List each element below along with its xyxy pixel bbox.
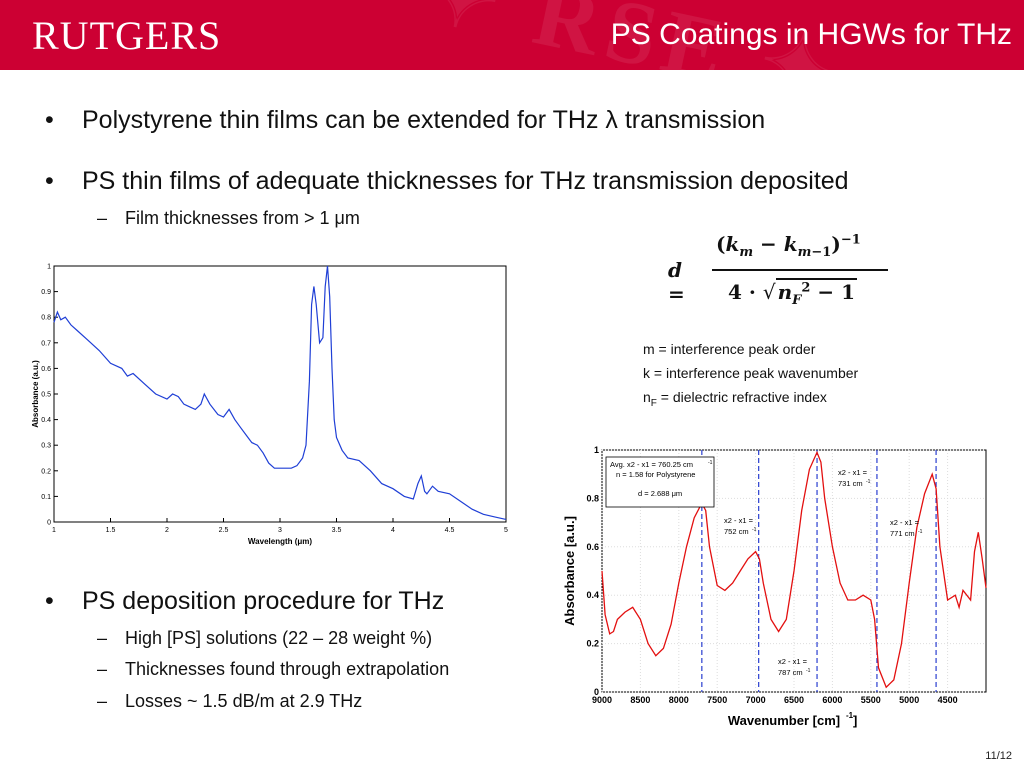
x-tick-label: 3 xyxy=(278,527,282,534)
peak-diff-exponent: -1 xyxy=(918,529,923,535)
formula-denominator: 4 · √ nF2 − 1 xyxy=(728,278,857,308)
peak-diff-label: x2 - x1 = xyxy=(778,657,808,666)
y-tick-label: 0.6 xyxy=(41,366,51,373)
annotation-n: n = 1.58 for Polystyrene xyxy=(616,470,695,479)
formula-numerator: (km − km−1)−1 xyxy=(716,232,861,260)
dash-glyph: – xyxy=(97,628,108,648)
x-tick-label: 7000 xyxy=(746,695,766,705)
absorbance-wavenumber-chart: 9000 8500 8000 7500 7000 6500 6000 5500 5000 4500… xyxy=(562,445,987,728)
x-axis-label: Wavelength (μm) xyxy=(248,537,312,546)
peak-diff-value: 787 cm xyxy=(778,668,803,677)
x-tick-label: 5 xyxy=(504,527,508,534)
bullet-1-text: Polystyrene thin films can be extended f… xyxy=(82,106,766,134)
x-tick-label: 8500 xyxy=(630,695,650,705)
bullet-2-text: PS thin films of adequate thicknesses fo… xyxy=(82,167,849,195)
definition-n-prefix: n xyxy=(643,389,651,405)
peak-diff-label: x2 - x1 = xyxy=(838,468,868,477)
y-tick-label: 1 xyxy=(47,264,51,271)
peak-diff-value: 771 cm xyxy=(890,529,915,538)
dash-glyph: – xyxy=(97,208,108,228)
x-tick-label: 6000 xyxy=(822,695,842,705)
x-tick-label: 4.5 xyxy=(445,527,455,534)
x-tick-label: 2.5 xyxy=(219,527,229,534)
bullet-2-sub-1-text: Film thicknesses from > 1 μm xyxy=(125,208,360,228)
annotation-box xyxy=(605,456,715,508)
y-axis-label: Absorbance [a.u.] xyxy=(562,516,577,626)
rutgers-logo: RUTGERS xyxy=(32,13,222,58)
annotation-avg: Avg. x2 - x1 = 760.25 cm xyxy=(610,460,693,469)
y-tick-label: 0.8 xyxy=(41,315,51,322)
formula-lhs: d = xyxy=(668,258,685,306)
x-tick-label: 1 xyxy=(52,527,56,534)
x-tick-label: 8000 xyxy=(669,695,689,705)
x-tick-label: 9000 xyxy=(592,695,612,705)
y-tick-label: 0.2 xyxy=(586,639,599,649)
y-tick-label: 0.8 xyxy=(586,493,599,503)
x-tick-label: 4500 xyxy=(938,695,958,705)
y-axis-label: Absorbance (a.u.) xyxy=(31,360,40,428)
x-tick-label: 6500 xyxy=(784,695,804,705)
y-tick-label: 0.2 xyxy=(41,468,51,475)
x-tick-label: 1.5 xyxy=(106,527,116,534)
y-tick-label: 0.4 xyxy=(41,417,51,424)
peak-diff-exponent: -1 xyxy=(752,527,757,533)
peak-diff-value: 752 cm xyxy=(724,527,749,536)
bullet-glyph: • xyxy=(45,167,54,195)
fraction-bar xyxy=(712,269,888,271)
y-tick-label: 0.9 xyxy=(41,289,51,296)
y-tick-label: 0.5 xyxy=(41,392,51,399)
y-tick-label: 0.6 xyxy=(586,542,599,552)
x-axis-label: Wavenumber [cm] xyxy=(728,713,840,728)
y-tick-label: 0.3 xyxy=(41,443,51,450)
absorbance-series-line xyxy=(53,265,507,520)
annotation-avg-exponent: -1 xyxy=(708,460,713,466)
x-axis-label-exponent: -1 xyxy=(846,711,854,720)
bullet-glyph: • xyxy=(45,587,54,615)
dash-glyph: – xyxy=(97,691,108,711)
absorbance-wavelength-chart: 1 1.5 2 2.5 3 3.5 4 4.5 5 0 0.1 0.2 0.3 0.4 0.5 0.6 0.7 0… xyxy=(31,264,508,547)
x-tick-label: 4 xyxy=(391,527,395,534)
peak-diff-label: x2 - x1 = xyxy=(724,516,754,525)
header-bar: ✦ RSE ✦ RUTGERS PS Coatings in HGWs for … xyxy=(0,0,1024,70)
definition-n-sub: F xyxy=(650,397,657,409)
y-tick-label: 0.4 xyxy=(586,590,599,600)
x-tick-label: 5500 xyxy=(861,695,881,705)
bullet-3-sub-2-text: Thicknesses found through extrapolation xyxy=(125,659,450,679)
y-tick-label: 1 xyxy=(594,445,599,455)
bullet-3-sub-1-text: High [PS] solutions (22 – 28 weight %) xyxy=(125,628,433,648)
y-tick-label: 0 xyxy=(47,520,51,527)
bullet-glyph: • xyxy=(45,106,54,134)
bullet-3-sub-3-text: Losses ~ 1.5 dB/m at 2.9 THz xyxy=(125,691,363,711)
x-tick-label: 5000 xyxy=(899,695,919,705)
y-tick-label: 0 xyxy=(594,687,599,697)
y-tick-label: 0.7 xyxy=(41,340,51,347)
x-tick-label: 3.5 xyxy=(332,527,342,534)
definition-k: k = interference peak wavenumber xyxy=(643,365,859,381)
peak-diff-exponent: -1 xyxy=(866,479,871,485)
bullet-3-text: PS deposition procedure for THz xyxy=(82,587,445,615)
peak-diff-value: 731 cm xyxy=(838,479,863,488)
slide-title: PS Coatings in HGWs for THz xyxy=(610,18,1012,51)
y-tick-label: 0.1 xyxy=(41,494,51,501)
x-axis-label-bracket: ] xyxy=(853,713,857,728)
annotation-d: d = 2.688 μm xyxy=(638,489,682,498)
x-tick-label: 2 xyxy=(165,527,169,534)
peak-diff-exponent: -1 xyxy=(806,668,811,674)
x-tick-label: 7500 xyxy=(707,695,727,705)
definition-m: m = interference peak order xyxy=(643,341,816,357)
definition-n-rest: = dielectric refractive index xyxy=(656,389,827,405)
peak-diff-label: x2 - x1 = xyxy=(890,518,920,527)
dash-glyph: – xyxy=(97,659,108,679)
page-number: 11/12 xyxy=(985,750,1012,762)
plot-frame xyxy=(53,265,507,523)
definition-n: nF = dielectric refractive index xyxy=(643,389,827,409)
absorbance-series-line xyxy=(601,450,987,689)
